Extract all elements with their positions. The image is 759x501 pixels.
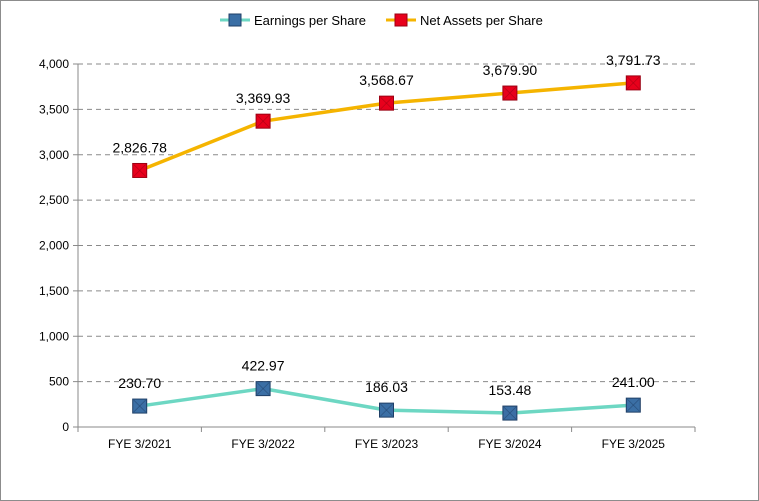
y-tick-label: 1,500	[39, 284, 69, 298]
data-label-eps: 422.97	[242, 358, 285, 374]
marker-bevel	[627, 76, 640, 90]
data-label-naps: 3,791.73	[606, 52, 661, 68]
y-tick-label: 4,000	[39, 57, 69, 71]
data-label-naps: 3,679.90	[483, 62, 538, 78]
legend-label-naps: Net Assets per Share	[420, 13, 543, 28]
legend-label-eps: Earnings per Share	[254, 13, 366, 28]
y-tick-label: 0	[62, 420, 69, 434]
x-tick-label: FYE 3/2025	[602, 437, 666, 451]
marker-bevel	[503, 406, 517, 420]
y-tick-label: 2,000	[39, 239, 69, 253]
data-label-naps: 3,369.93	[236, 90, 291, 106]
data-labels: 230.70 422.97 186.03 153.48 241.00 2,826.78 3,…	[112, 52, 660, 398]
legend-marker-eps	[228, 13, 242, 27]
marker-bevel	[503, 86, 517, 100]
data-label-eps: 153.48	[488, 382, 531, 398]
marker-bevel	[380, 96, 393, 110]
marker-bevel	[133, 399, 146, 413]
series	[132, 75, 641, 421]
x-tick-label: FYE 3/2021	[108, 437, 172, 451]
y-tick-label: 3,500	[39, 102, 69, 116]
axes: 0 500 1,000 1,500 2,000 2,500 3,000 3,500 4,000 F…	[39, 57, 696, 451]
y-tick-label: 3,000	[39, 148, 69, 162]
y-tick-label: 2,500	[39, 193, 69, 207]
data-label-eps: 241.00	[612, 374, 655, 390]
marker-bevel	[133, 164, 146, 177]
data-label-naps: 2,826.78	[112, 139, 167, 155]
marker-bevel	[256, 114, 270, 128]
legend: Earnings per Share Net Assets per Share	[220, 13, 543, 28]
marker-bevel	[380, 403, 393, 417]
legend-item-eps: Earnings per Share	[220, 13, 366, 28]
data-label-eps: 230.70	[118, 375, 161, 391]
data-label-naps: 3,568.67	[359, 72, 414, 88]
legend-item-naps: Net Assets per Share	[386, 13, 543, 28]
marker-bevel	[256, 382, 270, 395]
x-tick-label: FYE 3/2024	[478, 437, 542, 451]
x-tick-label: FYE 3/2023	[355, 437, 419, 451]
legend-marker-naps	[394, 13, 408, 27]
x-tick-label: FYE 3/2022	[231, 437, 295, 451]
y-tick-label: 1,000	[39, 329, 69, 343]
marker-bevel	[627, 398, 640, 412]
gridlines	[78, 63, 695, 383]
data-label-eps: 186.03	[365, 379, 408, 395]
y-tick-label: 500	[49, 375, 69, 389]
